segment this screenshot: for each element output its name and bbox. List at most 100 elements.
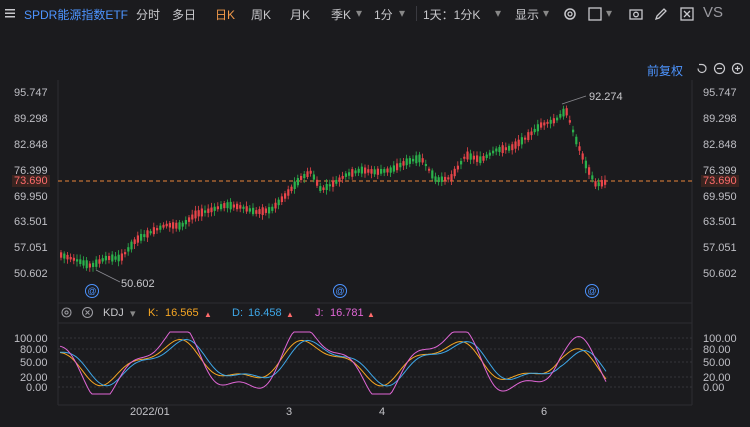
candle-body <box>60 252 63 258</box>
candle-body <box>162 224 165 228</box>
kdj-y-tick: 20.00 <box>703 372 731 384</box>
chevron-down-icon[interactable]: ▾ <box>130 308 136 320</box>
candle-body <box>303 174 306 179</box>
indicator-settings-icon[interactable] <box>60 306 73 322</box>
pencil-icon[interactable] <box>653 6 669 22</box>
divider <box>416 6 417 21</box>
candle-body <box>370 169 373 174</box>
candle-body <box>312 174 315 180</box>
event-marker-icon[interactable]: @ <box>85 284 99 298</box>
candle-body <box>568 120 571 123</box>
candle-body <box>351 169 354 177</box>
candle-body <box>210 207 213 213</box>
event-marker-icon[interactable]: @ <box>585 284 599 298</box>
display-menu[interactable]: 显示 <box>515 8 540 22</box>
high-leader <box>561 95 587 105</box>
kdj-y-tick: 20.00 <box>20 372 48 384</box>
candle-body <box>248 208 251 212</box>
y-tick: 63.501 <box>14 216 48 228</box>
candle-body <box>341 175 344 179</box>
candle-body <box>316 179 319 186</box>
undo-icon[interactable] <box>695 62 708 78</box>
candle-body <box>309 170 312 174</box>
candle-body <box>492 150 495 154</box>
tab-quarterly-k[interactable]: 季K <box>331 8 352 22</box>
kdj-y-tick: 80.00 <box>20 344 48 356</box>
candle-body <box>239 205 242 209</box>
y-tick: 95.747 <box>14 87 48 99</box>
tab-multiday[interactable]: 多日 <box>172 8 197 22</box>
adjust-mode[interactable]: 前复权 <box>647 64 684 78</box>
candle-body <box>559 113 562 118</box>
candle-body <box>232 204 235 208</box>
candle-body <box>498 147 501 153</box>
tab-period-select[interactable]: 1天：1分K <box>423 8 481 22</box>
kdj-k-value: 16.565 <box>165 307 199 319</box>
gear-icon[interactable] <box>562 6 578 22</box>
candle-body <box>88 263 91 268</box>
camera-icon[interactable] <box>628 6 644 22</box>
candle-body <box>114 256 117 260</box>
y-tick: 76.399 <box>703 165 737 177</box>
chevron-down-icon[interactable]: ▾ <box>399 6 406 20</box>
candle-body <box>546 121 549 124</box>
candle-body <box>543 122 546 126</box>
compare-vs-button[interactable]: VS <box>703 4 724 21</box>
candle-body <box>194 210 197 219</box>
candle-body <box>226 202 229 209</box>
candle-body <box>216 206 219 210</box>
candle-body <box>72 257 75 261</box>
candle-body <box>338 177 341 182</box>
candle-body <box>456 165 459 170</box>
candle-body <box>245 206 248 212</box>
arrow-up-icon: ▲ <box>204 310 212 319</box>
tab-1min[interactable]: 1分 <box>374 8 393 22</box>
tab-daily-k[interactable]: 日K <box>215 8 236 22</box>
candle-body <box>514 141 517 149</box>
candle-body <box>591 175 594 180</box>
x-tick: 2022/01 <box>130 406 170 418</box>
arrow-up-icon: ▲ <box>367 310 375 319</box>
candle-body <box>204 210 207 213</box>
chevron-down-icon[interactable]: ▾ <box>495 6 502 20</box>
kdj-y-tick: 0.00 <box>26 382 48 394</box>
candle-body <box>127 247 130 252</box>
tab-monthly-k[interactable]: 月K <box>290 8 311 22</box>
candle-body <box>533 128 536 133</box>
candle-body <box>290 186 293 192</box>
zoom-in-icon[interactable] <box>731 62 744 78</box>
candle-body <box>600 180 603 187</box>
checkbox-icon[interactable] <box>587 6 603 22</box>
candle-body <box>530 131 533 136</box>
close-box-icon[interactable] <box>679 6 695 22</box>
candle-body <box>581 153 584 160</box>
candle-body <box>223 203 226 209</box>
tab-intraday[interactable]: 分时 <box>136 8 161 22</box>
candle-body <box>562 108 565 117</box>
chevron-down-icon[interactable]: ▾ <box>543 6 550 20</box>
candle-body <box>175 222 178 229</box>
candle-body <box>76 259 79 262</box>
candle-body <box>476 155 479 162</box>
menu-icon[interactable] <box>2 5 18 21</box>
candle-body <box>117 254 120 262</box>
symbol-title[interactable]: SPDR能源指数ETF <box>24 8 129 22</box>
high-label: 92.274 <box>589 91 623 103</box>
chevron-down-icon[interactable]: ▾ <box>356 6 363 20</box>
candle-body <box>524 137 527 140</box>
event-marker-icon[interactable]: @ <box>333 284 347 298</box>
indicator-close-icon[interactable] <box>81 306 94 322</box>
chevron-down-icon[interactable]: ▾ <box>606 6 613 20</box>
x-tick: 3 <box>286 406 293 418</box>
zoom-out-icon[interactable] <box>713 62 726 78</box>
candle-body <box>229 201 232 210</box>
kdj-y-tick: 50.00 <box>20 357 48 369</box>
tab-weekly-k[interactable]: 周K <box>251 8 272 22</box>
candle-body <box>149 231 152 234</box>
candle-body <box>437 177 440 183</box>
kdj-name[interactable]: KDJ <box>103 307 124 319</box>
candle-body <box>402 161 405 166</box>
y-tick: 82.848 <box>14 139 48 151</box>
candle-body <box>485 154 488 159</box>
